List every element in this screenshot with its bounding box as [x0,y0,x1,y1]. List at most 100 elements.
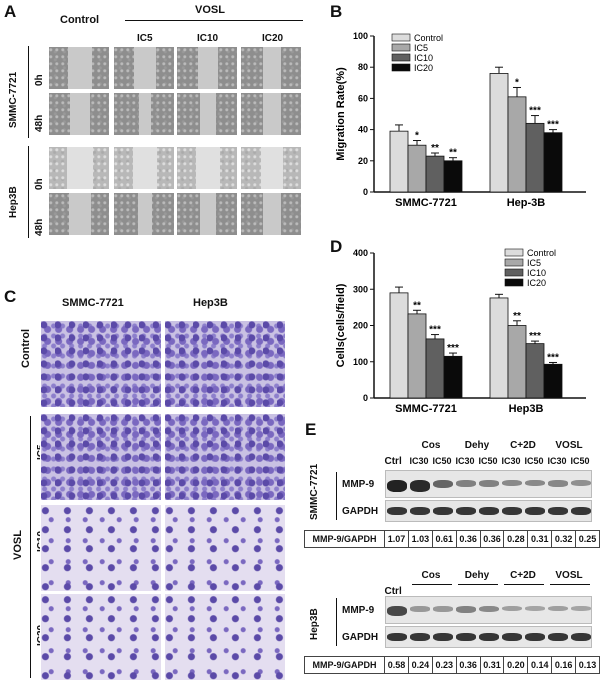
wound-gap [138,193,152,235]
significance-label: *** [429,325,441,336]
treatment-underline [457,584,498,585]
treatment-label: C+2D [510,570,536,581]
y-axis-label: Migration Rate(%) [335,67,347,161]
bar [407,144,427,193]
panel-a-bracket-hep3b [28,146,29,238]
ratio-table: MMP-9/GAPDH 1.07 1.03 0.61 0.36 0.36 0.28 0.31 0… [303,530,600,548]
gapdh-band [547,633,568,641]
treatment-label: C+2D [510,440,536,451]
bar [507,96,527,193]
bar [525,343,545,399]
mmp9-band [478,480,499,487]
wound-image [240,146,302,190]
category-label: Hep-3B [507,197,546,209]
dose-label: IC30 [547,456,567,466]
wound-image [240,92,302,136]
panel-a-row-hep3b: Hep3B [8,186,19,218]
ratio-value: 0.28 [503,530,529,548]
gapdh-band [478,507,499,515]
significance-label: ** [449,148,457,159]
transwell-image [40,413,162,501]
mmp9-label: MMP-9 [342,605,375,616]
significance-label: ** [413,300,421,311]
ctrl-label: Ctrl [384,456,402,467]
significance-label: *** [547,120,559,131]
wound-image [48,46,110,90]
legend-swatch [504,278,524,287]
panel-c-col-hep3b: Hep3B [193,297,228,309]
bar [425,338,445,399]
ratio-value: 0.13 [575,656,600,674]
legend-label: IC10 [527,268,546,278]
ratio-value: 0.36 [455,530,481,548]
wound-gap [139,93,151,135]
mmp9-band [386,480,407,492]
treatment-label: Dehy [464,440,490,451]
legend-label: IC20 [414,63,433,73]
wound-gap [69,193,91,235]
dose-label: IC30 [455,456,475,466]
gapdh-band [501,507,522,515]
wound-gap [67,147,93,189]
legend-label: Control [527,248,556,258]
mmp9-band [409,606,430,612]
bar [389,292,409,399]
panel-c-row-control: Control [20,328,32,368]
legend-label: IC20 [527,278,546,288]
legend-swatch [391,53,411,62]
dose-label: IC30 [409,456,429,466]
ratio-value: 0.14 [527,656,553,674]
gapdh-band [455,507,476,515]
bar [389,130,409,193]
mmp9-band [432,606,453,612]
mmp9-band [501,480,522,487]
panel-a-vosl-line [125,20,303,21]
mmp9-band [570,480,591,486]
treatment-label: VOSL [555,440,583,451]
significance-label: ** [431,143,439,154]
bar [489,297,509,399]
wound-image [176,192,238,236]
blot-bracket [336,472,337,520]
mmp9-band [524,606,545,611]
panel-a-bracket-smmc [28,46,29,138]
significance-label: *** [529,106,541,117]
wound-image [48,146,110,190]
mmp9-band [432,480,453,489]
ctrl-label: Ctrl [384,586,402,597]
ratio-value: 0.23 [431,656,457,674]
transwell-image [164,593,286,681]
wound-image [113,146,175,190]
ratio-value: 0.61 [431,530,457,548]
bar [489,73,509,193]
ratio-value: 0.20 [503,656,529,674]
wound-image [240,192,302,236]
transwell-image [164,504,286,592]
y-tick-label: 60 [358,93,368,103]
gapdh-band [409,633,430,641]
wound-image [113,192,175,236]
mmp9-label: MMP-9 [342,479,375,490]
gapdh-label: GAPDH [342,632,379,643]
y-tick-label: 100 [353,31,368,41]
panel-a-time-smmc-48h: 48h [34,114,45,132]
treatment-label: Cos [421,570,441,581]
category-label: SMMC-7721 [395,197,457,209]
bar [525,122,545,193]
wound-image [176,146,238,190]
mmp9-band [409,480,430,492]
mmp9-band [547,606,568,612]
gapdh-band [386,633,407,641]
panel-a-col-ic5: IC5 [137,33,153,44]
panel-a-time-smmc-0h: 0h [34,74,45,86]
gapdh-band [570,507,591,515]
treatment-label: Dehy [464,570,490,581]
significance-label: *** [447,343,459,354]
wound-gap [198,47,218,89]
gapdh-band [455,633,476,641]
gapdh-band [432,507,453,515]
panel-a-col-ic20: IC20 [262,33,284,44]
wound-gap [133,147,157,189]
ratio-value: 0.31 [479,656,505,674]
treatment-underline [503,584,544,585]
